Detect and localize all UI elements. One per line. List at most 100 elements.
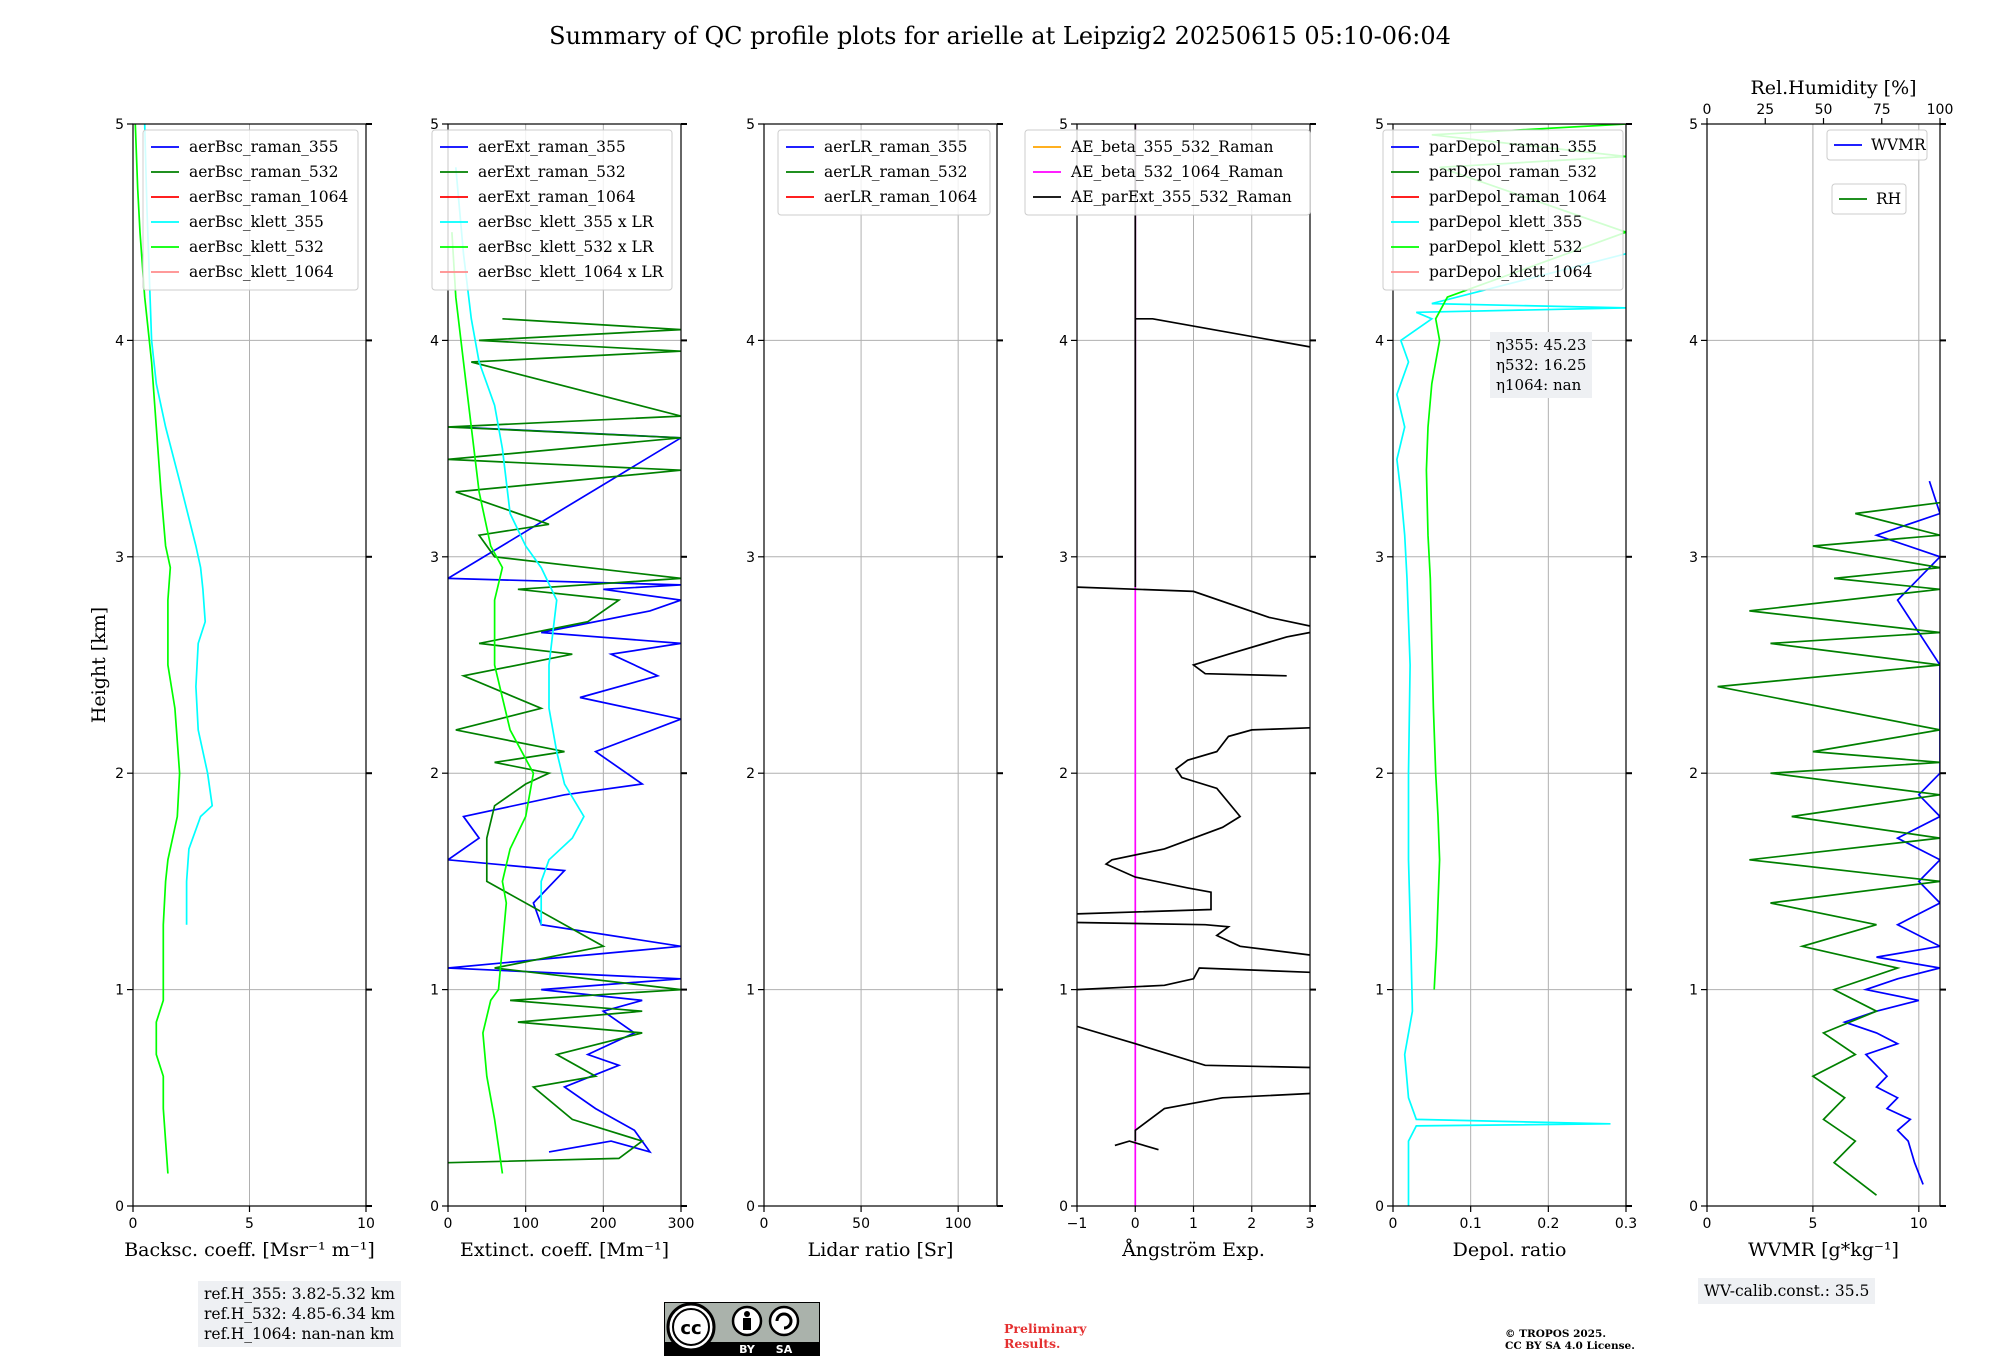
copyright-line-2: CC BY SA 4.0 License. (1505, 1340, 1635, 1352)
legend-entry: aerBsc_klett_355 (189, 213, 324, 231)
x-tick-label: 300 (668, 1216, 695, 1232)
x-tick-label: 0.1 (1460, 1216, 1482, 1232)
legend-entry: aerBsc_klett_1064 x LR (478, 263, 665, 281)
y-tick-label: 1 (1375, 983, 1384, 999)
series-line-parDepol_klett_355 (1396, 252, 1626, 1206)
cc-license-logo: cc BY SA (664, 1302, 820, 1356)
y-tick-label: 3 (1375, 550, 1384, 566)
copyright-note: © TROPOS 2025. CC BY SA 4.0 License. (1505, 1328, 1635, 1352)
legend-entry: aerExt_raman_1064 (478, 188, 636, 206)
preliminary-line-2: Results. (1004, 1336, 1061, 1351)
legend-entry: WVMR (1871, 136, 1927, 154)
legend-entry: parDepol_klett_1064 (1429, 263, 1592, 281)
series-line-AE_parExt_355_532_Raman (1077, 124, 1310, 1151)
legend-entry: aerBsc_klett_532 (189, 238, 324, 256)
x2-tick-label: 25 (1756, 102, 1774, 118)
legend-box (1831, 183, 1907, 215)
legend-box (1024, 129, 1311, 216)
y-tick-label: 3 (1059, 550, 1068, 566)
legend-entry: aerBsc_raman_355 (189, 138, 339, 156)
y-tick-label: 3 (746, 550, 755, 566)
y-tick-label: 3 (115, 550, 124, 566)
y-tick-label: 3 (1689, 550, 1698, 566)
y-tick-label: 5 (1375, 117, 1384, 133)
x-tick-label: 0.2 (1537, 1216, 1559, 1232)
plot-frame (763, 123, 998, 1207)
legend-entry: aerExt_raman_532 (478, 163, 626, 181)
ref-height-1064: ref.H_1064: nan-nan km (204, 1325, 395, 1343)
svg-text:cc: cc (680, 1318, 701, 1339)
x-tick-label: 2 (1247, 1216, 1256, 1232)
y-tick-label: 5 (1689, 117, 1698, 133)
chart-panel-2: 0 1 2 3 4 5 0 100 200 300 Extinct. coeff. [Mm⁻¹] ae… (430, 117, 694, 1261)
y-tick-label: 4 (430, 333, 439, 349)
series-line-aerBsc_klett_532 x LR (451, 232, 535, 1174)
eta-532: η532: 16.25 (1496, 356, 1587, 374)
legend-entry: parDepol_klett_355 (1429, 213, 1582, 231)
x-axis-label: Extinct. coeff. [Mm⁻¹] (460, 1239, 669, 1261)
legend-entry: aerLR_raman_532 (824, 163, 967, 181)
y-tick-label: 2 (430, 766, 439, 782)
y-tick-label: 4 (746, 333, 755, 349)
copyright-line-1: © TROPOS 2025. (1505, 1328, 1607, 1340)
x-tick-label: 100 (945, 1216, 972, 1232)
y-tick-label: 4 (115, 333, 124, 349)
y-tick-label: 4 (1689, 333, 1698, 349)
eta-1064: η1064: nan (1496, 376, 1582, 394)
legend-entry: RH (1876, 190, 1901, 208)
legend-entry: AE_beta_355_532_Raman (1070, 138, 1273, 156)
y-tick-label: 5 (1059, 117, 1068, 133)
x-tick-label: 0 (444, 1216, 453, 1232)
series-line-aerBsc_klett_355 (143, 124, 214, 925)
ref-height-355: ref.H_355: 3.82-5.32 km (204, 1285, 395, 1303)
x2-tick-label: 75 (1873, 102, 1891, 118)
legend-entry: aerLR_raman_355 (824, 138, 967, 156)
y-tick-label: 1 (1059, 983, 1068, 999)
x-axis-label: Depol. ratio (1453, 1239, 1567, 1261)
series-line-aerExt_raman_355 (448, 426, 681, 1154)
plot-frame (1392, 123, 1627, 1207)
y-tick-label: 0 (746, 1199, 755, 1215)
legend-entry: AE_beta_532_1064_Raman (1070, 163, 1283, 181)
legend-entry: parDepol_klett_532 (1429, 238, 1582, 256)
x2-tick-label: 50 (1815, 102, 1833, 118)
legend-box (142, 129, 359, 291)
legend-entry: aerBsc_raman_1064 (189, 188, 349, 206)
legend-entry: parDepol_raman_532 (1429, 163, 1597, 181)
y-tick-label: 5 (115, 117, 124, 133)
y-tick-label: 1 (746, 983, 755, 999)
license-by-label: BY (739, 1343, 756, 1356)
ref-height-532: ref.H_532: 4.85-6.34 km (204, 1305, 395, 1323)
y-tick-label: 2 (1059, 766, 1068, 782)
legend-entry: aerBsc_klett_532 x LR (478, 238, 655, 256)
series-line-aerBsc_klett_532 (134, 124, 181, 1174)
series-line-aerExt_raman_532 (448, 317, 681, 1164)
x-tick-label: 10 (357, 1216, 375, 1232)
series-line-WVMR (1842, 480, 1940, 1185)
x-axis-label: Backsc. coeff. [Msr⁻¹ m⁻¹] (124, 1239, 375, 1261)
y-tick-label: 2 (1689, 766, 1698, 782)
figure-title: Summary of QC profile plots for arielle … (549, 22, 1451, 50)
x-tick-label: 0 (129, 1216, 138, 1232)
wv-calibration-box: WV-calib.const.: 35.5 (1698, 1278, 1876, 1304)
legend-entry: aerExt_raman_355 (478, 138, 626, 156)
y-tick-label: 1 (430, 983, 439, 999)
legend-box (1382, 129, 1624, 291)
x-tick-label: 0 (760, 1216, 769, 1232)
x-tick-label: 0 (1389, 1216, 1398, 1232)
legend-entry: aerBsc_klett_1064 (189, 263, 334, 281)
x-tick-label: −1 (1067, 1216, 1088, 1232)
legend-box (431, 129, 673, 291)
y-tick-label: 2 (1375, 766, 1384, 782)
legend-entry: aerBsc_klett_355 x LR (478, 213, 655, 231)
x-tick-label: 3 (1306, 1216, 1315, 1232)
plot-frame (447, 123, 682, 1207)
chart-panel-5: 0 1 2 3 4 5 0 0.1 0.2 0.3 Depol. ratio parDepol_ram… (1375, 117, 1637, 1261)
plot-frame (1706, 123, 1941, 1207)
legend-entry: parDepol_raman_1064 (1429, 188, 1607, 206)
y-tick-label: 1 (1689, 983, 1698, 999)
x-tick-label: 0.3 (1615, 1216, 1637, 1232)
y-axis-label: Height [km] (88, 607, 110, 723)
